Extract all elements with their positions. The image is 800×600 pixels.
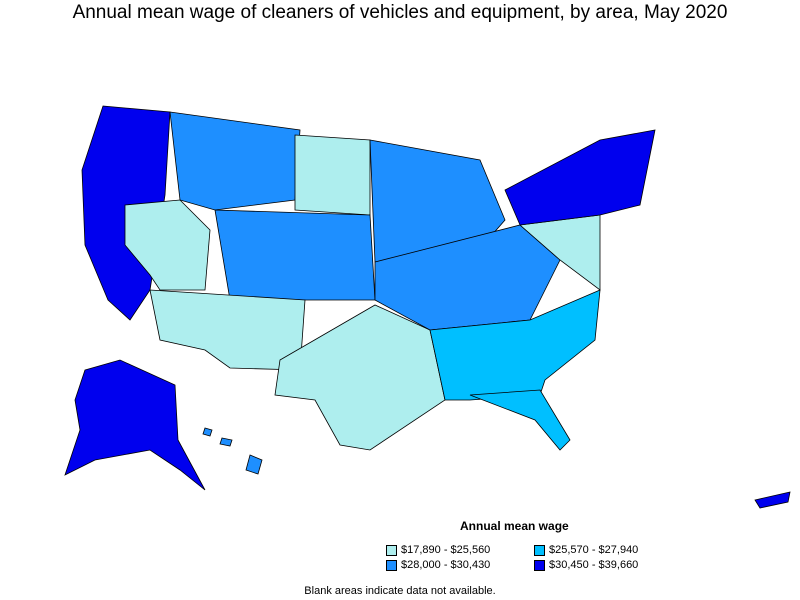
legend-title: Annual mean wage [460, 519, 569, 533]
legend-swatch-4 [534, 559, 545, 571]
legend-swatch-3 [386, 559, 397, 571]
legend-swatch-1 [386, 544, 397, 556]
legend-label-1: $17,890 - $25,560 [401, 544, 491, 556]
contiguous-us [81, 105, 656, 451]
region-southeast [429, 289, 601, 401]
region-northeast [504, 129, 656, 226]
region-puerto-rico [754, 491, 791, 509]
region-dakotas [294, 134, 371, 216]
region-hawaii [245, 454, 263, 475]
region-central-plains [214, 209, 376, 301]
region-northern-rockies [169, 111, 301, 211]
region-southwest [149, 289, 306, 371]
legend-label-3: $28,000 - $30,430 [401, 559, 491, 571]
legend-item-1: $17,890 - $25,560 [386, 544, 490, 556]
region-texas [274, 304, 446, 451]
map-title: Annual mean wage of cleaners of vehicles… [72, 2, 728, 23]
region-great-basin [124, 199, 211, 291]
legend-label-4: $30,450 - $39,660 [549, 559, 639, 571]
blank-areas-note: Blank areas indicate data not available. [304, 585, 496, 597]
region-alaska [64, 359, 206, 491]
legend-item-4: $30,450 - $39,660 [534, 559, 638, 571]
legend-label-2: $25,570 - $27,940 [549, 544, 639, 556]
legend-item-3: $28,000 - $30,430 [386, 559, 490, 571]
region-florida [469, 389, 571, 451]
region-hawaii-islands [202, 427, 233, 447]
legend-swatch-2 [534, 544, 545, 556]
legend-item-2: $25,570 - $27,940 [534, 544, 638, 556]
